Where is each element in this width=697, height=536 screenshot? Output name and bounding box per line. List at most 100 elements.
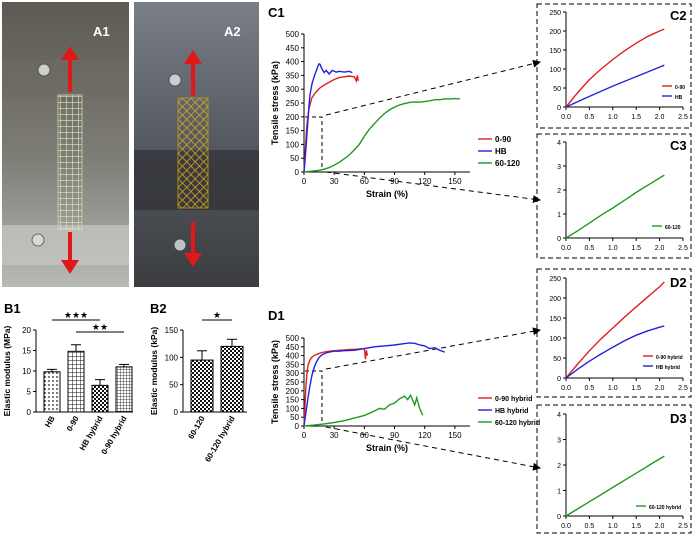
label-d1: D1 [268,308,285,323]
x-tick-label: 0.5 [585,114,595,121]
photo-a1: A1 [2,2,129,287]
bar [220,345,244,413]
inset-box-c2 [536,3,692,129]
chart-b2: 0 50 100 150 Elastic modulus (kPa) 60-12060-1… [149,310,247,464]
inset-box-c3 [536,133,692,259]
x-tick-label: 150 [448,177,462,186]
legend-label: HB hybrid [656,365,680,371]
y-tick-label: 500 [286,334,300,343]
y-tick-label: 50 [169,381,178,390]
label-a2: A2 [224,24,241,39]
y-tick-label: 4 [557,140,561,147]
x-tick-label: 60 [360,431,369,440]
arrow-down-icon [184,253,202,267]
y-tick-label: 0 [557,376,561,383]
y-tick-label: 250 [286,378,300,387]
chart-d3: 0 1 2 3 4 0.0 0.5 1.0 1.5 2.0 2.5 60-120 hybrid [557,412,688,530]
y-tick-label: 500 [286,30,300,39]
y-tick-label: 0 [174,408,179,417]
x-tick-label: 0.0 [561,523,571,530]
series-line-red [303,347,369,427]
x-tick-label: 2.0 [655,114,665,121]
x-axis-label: Strain (%) [366,189,408,199]
x-axis-label: Strain (%) [366,443,408,453]
category-label: 60-120 [186,414,207,441]
series-line-blue [565,325,665,379]
y-tick-label: 1 [557,212,561,219]
label-b2: B2 [150,301,167,316]
y-tick-label: 1 [557,489,561,496]
category-label: HB hybrid [78,414,105,452]
legend-label: 60-120 hybrid [495,420,540,427]
legend-label: 60-120 hybrid [649,505,681,511]
y-tick-label: 0 [27,408,32,417]
label-c1: C1 [268,5,285,20]
x-tick-label: 0.0 [561,114,571,121]
legend-label: 0-90 hybrid [656,355,683,361]
x-tick-label: 1.5 [631,385,641,392]
label-c2: C2 [670,8,687,23]
y-tick-label: 250 [286,99,300,108]
y-tick-label: 2 [557,463,561,470]
significance-stars: ★★ [92,322,108,332]
x-tick-label: 150 [448,431,462,440]
y-tick-label: 150 [549,316,561,323]
y-tick-label: 0 [557,105,561,112]
y-tick-label: 50 [553,356,561,363]
x-tick-label: 30 [330,431,339,440]
x-tick-label: 1.5 [631,245,641,252]
series-line-green [565,455,665,517]
chart-c1: 0 50 100 150 200 250 300 350 400 450 500 0 30 60 90 120… [270,30,520,199]
label-d3: D3 [670,411,687,426]
x-tick-label: 120 [418,177,432,186]
zoom-connectors [305,59,541,471]
y-tick-label: 300 [286,85,300,94]
bar [43,371,61,413]
y-tick-label: 15 [22,347,31,356]
x-tick-label: 60 [360,177,369,186]
y-tick-label: 350 [286,360,300,369]
y-axis-label: Tensile stress (kPa) [270,61,280,145]
x-tick-label: 1.5 [631,523,641,530]
y-tick-label: 150 [286,396,300,405]
x-tick-label: 1.0 [608,385,618,392]
series-line-blue [303,62,353,173]
y-tick-label: 200 [549,296,561,303]
y-axis-label: Elastic modulus (MPa) [2,325,12,416]
series-line-red [565,281,665,379]
x-tick-label: 0 [302,431,307,440]
series-line-red [303,75,359,173]
label-a1: A1 [93,24,110,39]
y-tick-label: 400 [286,58,300,67]
x-tick-label: 120 [418,431,432,440]
x-tick-label: 0.5 [585,385,595,392]
legend-label: 60-120 [495,159,520,168]
y-tick-label: 200 [286,387,300,396]
legend-label: 0-90 hybrid [495,396,532,403]
y-tick-label: 400 [286,352,300,361]
legend-label: HB [495,147,507,156]
legend-label: 0-90 [495,135,512,144]
y-tick-label: 150 [165,326,179,335]
y-tick-label: 100 [165,353,179,362]
y-tick-label: 100 [286,140,300,149]
y-tick-label: 350 [286,71,300,80]
series-line-green [303,97,460,173]
legend-label: 0-90 [675,85,685,91]
y-tick-label: 0 [557,236,561,243]
y-tick-label: 10 [22,367,31,376]
x-tick-label: 0.5 [585,523,595,530]
y-tick-label: 100 [286,404,300,413]
chart-d2: 0 50 100 150 200 250 0.0 0.5 1.0 1.5 2.0 2.5 0-90 hy… [549,276,688,392]
significance-stars: ★★★ [64,310,88,320]
x-tick-label: 0.0 [561,245,571,252]
x-tick-label: 2.5 [678,114,688,121]
significance-stars: ★ [213,310,221,320]
x-tick-label: 0.0 [561,385,571,392]
y-tick-label: 150 [286,127,300,136]
legend-label: HB hybrid [495,408,528,415]
y-tick-label: 100 [549,336,561,343]
y-tick-label: 450 [286,44,300,53]
bar [91,384,109,413]
